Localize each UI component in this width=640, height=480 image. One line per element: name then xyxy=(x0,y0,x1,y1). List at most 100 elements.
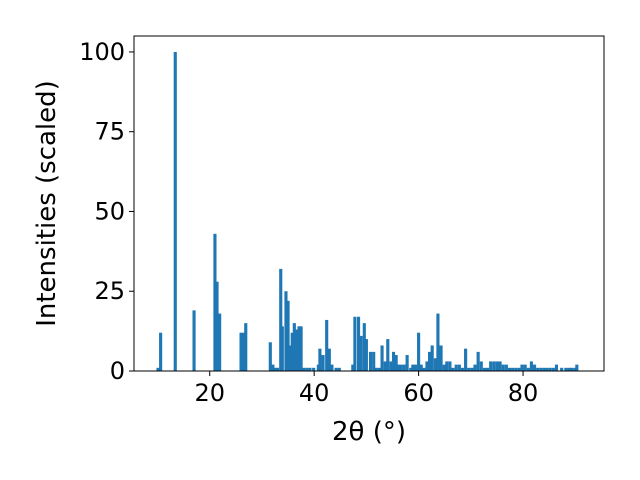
bar xyxy=(442,364,446,371)
bar xyxy=(213,233,217,371)
bar xyxy=(337,367,341,371)
bar xyxy=(308,367,312,371)
bar xyxy=(374,367,378,371)
bar xyxy=(507,367,512,371)
bar xyxy=(159,332,163,371)
x-axis-label: 2θ (°) xyxy=(332,417,406,447)
bar xyxy=(422,367,426,371)
bar xyxy=(173,51,177,371)
bar xyxy=(383,361,387,371)
bar xyxy=(451,367,455,371)
bar xyxy=(554,364,559,371)
bar xyxy=(520,364,524,371)
bar xyxy=(325,319,329,371)
bar xyxy=(242,332,246,371)
bar xyxy=(402,364,406,371)
bar xyxy=(433,358,437,371)
bar xyxy=(312,367,316,371)
bar xyxy=(495,361,499,371)
bar xyxy=(567,367,571,371)
bar xyxy=(334,367,338,371)
bar xyxy=(362,323,366,371)
bar xyxy=(425,361,429,371)
bar xyxy=(526,367,530,371)
bar xyxy=(445,361,449,371)
bar xyxy=(419,364,423,371)
bar xyxy=(284,291,288,371)
bar xyxy=(545,367,549,371)
bar xyxy=(299,326,303,371)
bar xyxy=(372,351,376,371)
bar xyxy=(536,367,540,371)
bar xyxy=(460,367,465,371)
bar xyxy=(394,355,398,371)
bar xyxy=(532,364,537,371)
y-tick-label: 100 xyxy=(79,38,125,66)
bar xyxy=(386,339,390,371)
bar xyxy=(417,332,421,371)
bar xyxy=(294,329,298,371)
bar xyxy=(492,361,496,371)
y-tick-label: 25 xyxy=(94,277,125,305)
bar xyxy=(430,345,434,371)
plot-area-frame xyxy=(133,35,605,372)
y-axis: 0 25 50 75 100 xyxy=(79,38,134,385)
bar xyxy=(498,361,502,371)
bar xyxy=(485,367,490,371)
bar xyxy=(330,364,334,371)
bar xyxy=(321,355,325,371)
bar xyxy=(192,310,196,371)
bar xyxy=(473,364,477,371)
bar xyxy=(514,367,518,371)
bar xyxy=(377,367,382,371)
bar xyxy=(318,348,322,371)
x-tick-label: 40 xyxy=(299,379,330,407)
bar xyxy=(573,367,577,371)
bar xyxy=(380,345,384,371)
bar xyxy=(156,367,160,371)
bar xyxy=(268,342,272,371)
bar xyxy=(239,332,243,371)
bar xyxy=(448,361,452,371)
bar xyxy=(504,364,508,371)
bar xyxy=(439,345,443,371)
x-tick-label: 80 xyxy=(508,379,539,407)
bar xyxy=(464,348,468,371)
bar xyxy=(548,367,552,371)
bar xyxy=(351,364,355,371)
y-tick-label: 50 xyxy=(94,197,125,225)
bar xyxy=(489,361,493,371)
x-tick-label: 20 xyxy=(194,379,225,407)
bar xyxy=(280,326,284,371)
bar xyxy=(457,364,461,371)
bar xyxy=(523,364,527,371)
bar xyxy=(359,335,363,371)
bar xyxy=(327,348,331,371)
x-tick-label: 60 xyxy=(403,379,434,407)
bar xyxy=(542,367,546,371)
bar xyxy=(551,367,555,371)
bar xyxy=(482,367,486,371)
bar xyxy=(501,364,505,371)
bar xyxy=(389,361,393,371)
bar xyxy=(470,367,474,371)
bar xyxy=(529,361,533,371)
bar xyxy=(479,361,483,371)
bar xyxy=(290,332,294,371)
x-axis: 20 40 60 80 xyxy=(194,371,538,407)
bar xyxy=(353,316,357,371)
bar xyxy=(273,367,278,371)
bar xyxy=(302,367,306,371)
bar xyxy=(391,351,396,371)
bar xyxy=(405,355,409,371)
bar xyxy=(428,351,432,371)
bar xyxy=(436,313,440,371)
bar xyxy=(356,316,361,371)
bar xyxy=(288,345,292,371)
bar xyxy=(215,281,219,371)
y-axis-label: Intensities (scaled) xyxy=(32,80,62,327)
bar xyxy=(575,364,579,371)
bar xyxy=(511,367,515,371)
y-tick-label: 0 xyxy=(110,357,125,385)
